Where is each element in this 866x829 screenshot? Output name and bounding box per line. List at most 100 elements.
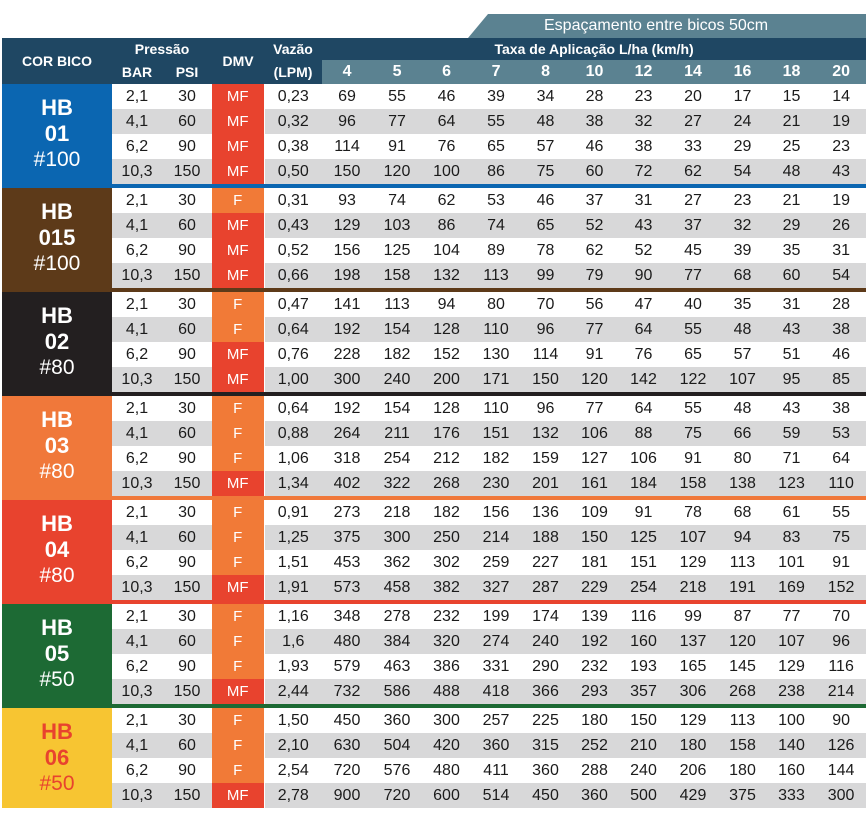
application-rate: 500 [619,783,669,808]
application-rate: 463 [372,654,423,679]
application-rate: 348 [322,604,373,629]
application-rate: 212 [422,446,472,471]
application-rate: 252 [570,733,620,758]
group-separator [2,496,866,500]
application-rate: 504 [372,733,423,758]
flow-lpm: 0,76 [263,342,323,367]
header-vazao: Vazão [264,38,323,60]
application-rate: 254 [372,446,423,471]
application-rate: 45 [668,238,719,263]
dmv-badge: F [212,604,265,629]
application-rate: 182 [422,500,472,525]
pressure-bar: 6,2 [112,342,162,367]
application-rate: 26 [816,213,866,238]
application-rate: 88 [619,421,669,446]
application-rate: 306 [668,679,719,704]
application-rate: 375 [718,783,768,808]
group-separator-line [2,496,866,500]
flow-lpm: 0,64 [263,396,323,421]
pressure-psi: 30 [162,188,213,213]
application-rate: 90 [816,708,866,733]
application-rate: 75 [816,525,866,550]
pressure-bar: 2,1 [112,292,162,317]
pressure-psi: 30 [162,292,213,317]
table-row: 4,1 60 F 1,25 375 300 250 214 188 150 125 107 94 83 75 [2,525,866,550]
nozzle-spacing-banner: Espaçamento entre bicos 50cm [468,14,866,38]
group-separator [2,288,866,292]
application-rate: 65 [668,342,719,367]
application-rate: 384 [372,629,423,654]
header-speed: 20 [816,60,866,84]
pressure-bar: 6,2 [112,758,162,783]
application-rate: 151 [619,550,669,575]
header-speed: 7 [471,60,522,84]
group-separator [2,704,866,708]
application-rate: 171 [471,367,522,392]
application-rate: 129 [668,550,719,575]
application-rate: 90 [619,263,669,288]
application-rate: 48 [767,159,817,184]
application-rate: 161 [570,471,620,496]
application-rate: 357 [619,679,669,704]
application-rate: 76 [422,134,472,159]
application-rate: 900 [322,783,373,808]
application-rate: 65 [521,213,571,238]
application-rate: 27 [668,188,719,213]
application-rate: 91 [570,342,620,367]
application-rate: 360 [471,733,522,758]
dmv-badge: F [212,629,265,654]
application-rate: 91 [668,446,719,471]
pressure-psi: 90 [162,758,213,783]
application-rate: 77 [570,396,620,421]
pressure-bar: 6,2 [112,446,162,471]
application-rate: 120 [570,367,620,392]
application-rate: 158 [372,263,423,288]
header-lpm: (LPM) [264,60,323,84]
flow-lpm: 2,44 [263,679,323,704]
application-rate: 86 [471,159,522,184]
flow-lpm: 0,50 [263,159,323,184]
group-separator-line [2,600,866,604]
application-rate: 181 [570,550,620,575]
application-rate: 94 [422,292,472,317]
application-rate: 116 [619,604,669,629]
pressure-psi: 60 [162,733,213,758]
pressure-psi: 60 [162,629,213,654]
application-rate: 91 [372,134,423,159]
application-rate: 129 [668,708,719,733]
flow-lpm: 1,34 [263,471,323,496]
application-rate: 70 [816,604,866,629]
application-rate: 29 [767,213,817,238]
application-rate: 278 [372,604,423,629]
application-rate: 77 [668,263,719,288]
group-separator-line [2,704,866,708]
application-rate: 40 [668,292,719,317]
table-row: 10,3 150 MF 0,66 198 158 132 113 99 79 90 77 68 60 54 [2,263,866,288]
application-rate: 191 [718,575,768,600]
application-rate: 96 [521,317,571,342]
pressure-psi: 60 [162,109,213,134]
application-rate: 151 [471,421,522,446]
application-rate: 114 [521,342,571,367]
application-rate: 198 [322,263,373,288]
pressure-psi: 150 [162,159,213,184]
header-taxa: Taxa de Aplicação L/ha (km/h) [322,38,866,60]
application-rate: 113 [471,263,522,288]
header-speed: 18 [767,60,817,84]
application-rate: 174 [521,604,571,629]
application-rate: 110 [471,317,522,342]
application-rate: 362 [372,550,423,575]
pressure-psi: 30 [162,604,213,629]
application-rate: 17 [718,84,768,109]
application-rate: 180 [718,758,768,783]
nozzle-color-cell: HB 015 #100 [2,188,112,288]
application-rate: 331 [471,654,522,679]
pressure-psi: 60 [162,525,213,550]
pressure-psi: 30 [162,708,213,733]
application-rate: 64 [619,317,669,342]
application-rate: 576 [372,758,423,783]
application-rate: 129 [322,213,373,238]
application-rate: 159 [521,446,571,471]
application-rate: 109 [570,500,620,525]
dmv-badge: F [212,708,265,733]
